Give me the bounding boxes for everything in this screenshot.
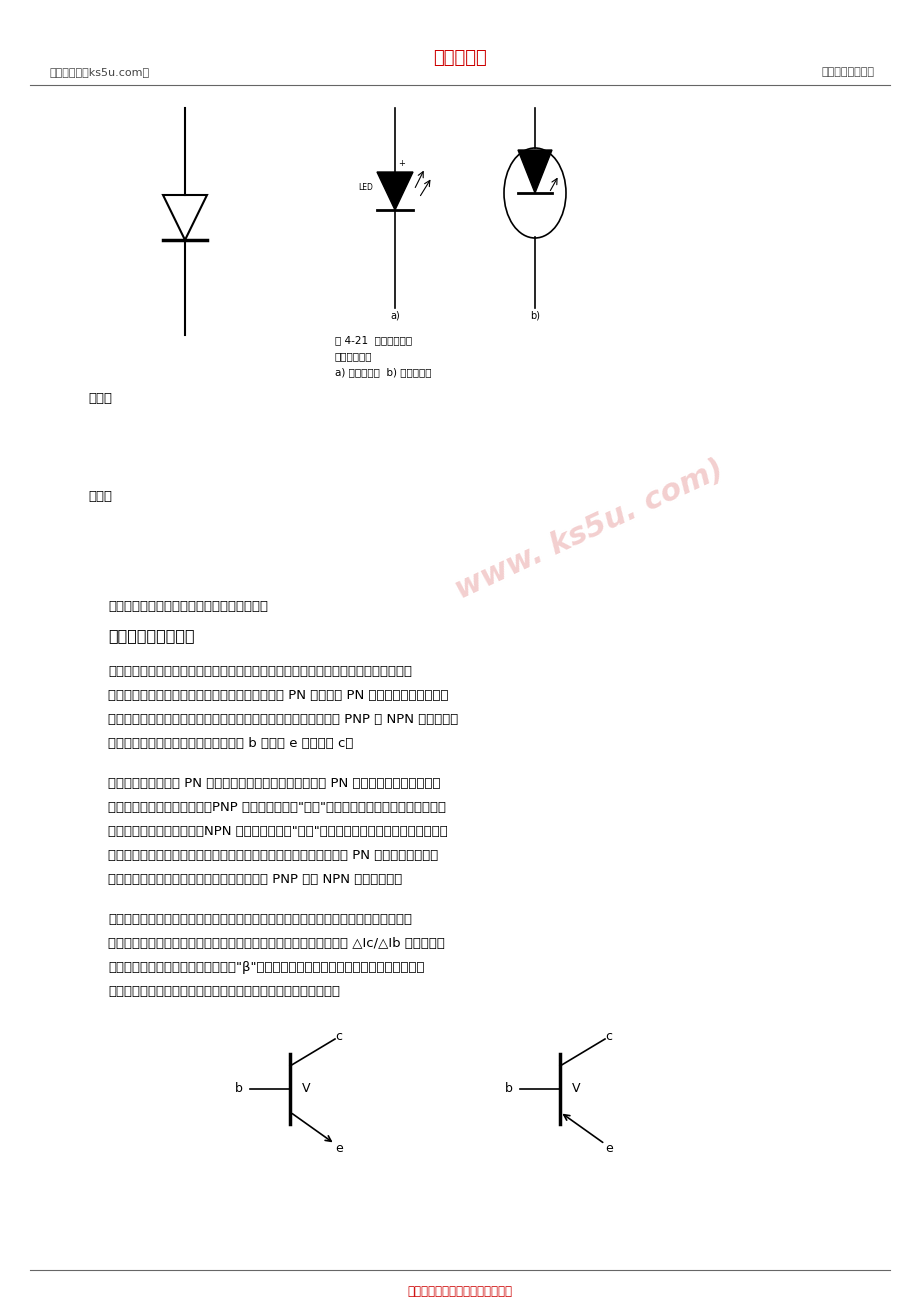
Text: 极电流较大的变化量。这是三极管最基本的和最重要的特性。我们将 △Ic/△Ib 的比值称为: 极电流较大的变化量。这是三极管最基本的和最重要的特性。我们将 △Ic/△Ib 的… [108, 937, 445, 950]
Text: V: V [301, 1082, 311, 1095]
Text: 电路图形符号: 电路图形符号 [335, 352, 372, 361]
Text: 个定值，但随着三极管工作时基极电流的变化也会有一定的改变。: 个定值，但随着三极管工作时基极电流的变化也会有一定的改变。 [108, 986, 340, 999]
Text: e: e [605, 1142, 612, 1155]
Text: 导通方向。硅晶体三极管和锗晶体三极管都有 PNP 型和 NPN 型两种类型。: 导通方向。硅晶体三极管和锗晶体三极管都有 PNP 型和 NPN 型两种类型。 [108, 874, 402, 885]
Text: 您身边的高考专家: 您身边的高考专家 [821, 66, 874, 77]
Text: 高考资源网: 高考资源网 [433, 49, 486, 66]
Text: 晶体三极管的电流放大倍数，用符号"β"表示。电流放大倍数对于某一只三极管来说是一: 晶体三极管的电流放大倍数，用符号"β"表示。电流放大倍数对于某一只三极管来说是一 [108, 961, 424, 974]
Text: a): a) [390, 310, 400, 320]
Text: 阅读下列学习资料总结三极管的特点和作用：: 阅读下列学习资料总结三极管的特点和作用： [108, 600, 267, 613]
Text: 发射区和基区之间的 PN 结叫发射结，集电区和基区之间的 PN 结叫集电极。基区很薄，: 发射区和基区之间的 PN 结叫发射结，集电区和基区之间的 PN 结叫集电极。基区… [108, 777, 440, 790]
Text: b: b [234, 1082, 243, 1095]
Text: 三极管是在一块半导体基片上制作两个相距很近的 PN 结，两个 PN 结把正块半导体分成三: 三极管是在一块半导体基片上制作两个相距很近的 PN 结，两个 PN 结把正块半导… [108, 689, 448, 702]
Polygon shape [377, 172, 413, 210]
Text: c: c [335, 1030, 342, 1043]
Text: b): b) [529, 310, 539, 320]
Text: c: c [605, 1030, 611, 1043]
Text: 高考资源网（ks5u.com）: 高考资源网（ks5u.com） [50, 66, 150, 77]
Polygon shape [517, 150, 551, 193]
Text: 晶体三极管具有电流放大作用，其实质是三极管能以基极电流微小的变化量来控制集电: 晶体三极管具有电流放大作用，其实质是三极管能以基极电流微小的变化量来控制集电 [108, 913, 412, 926]
Text: 图 4-21  发光二极管的: 图 4-21 发光二极管的 [335, 335, 412, 345]
Text: 一致，故发射极箭头向里；NPN 型三极管发射区"发射"的是自由电子，其移动方向与电流方: 一致，故发射极箭头向里；NPN 型三极管发射区"发射"的是自由电子，其移动方向与… [108, 825, 448, 838]
Text: 向相反，故发射极箭头向外。发射极箭头向外。发射极箭头指向也是 PN 结在正向电压下的: 向相反，故发射极箭头向外。发射极箭头向外。发射极箭头指向也是 PN 结在正向电压… [108, 849, 437, 862]
Text: 晶体三极管，是半导体基本元器件之一，具有电流放大作用，是电子电路的核心元件。: 晶体三极管，是半导体基本元器件之一，具有电流放大作用，是电子电路的核心元件。 [108, 665, 412, 678]
Text: b: b [505, 1082, 512, 1095]
Text: （二）、晶体三极管: （二）、晶体三极管 [108, 628, 195, 643]
Text: 高考资源网版权所有，侵权必究！: 高考资源网版权所有，侵权必究！ [407, 1285, 512, 1298]
Text: V: V [572, 1082, 580, 1095]
Text: 特点：: 特点： [88, 392, 112, 405]
Text: 而发射区较厚，杂质浓度大，PNP 型三极管发射区"发射"的是空穴，其移动方向与电流方向: 而发射区较厚，杂质浓度大，PNP 型三极管发射区"发射"的是空穴，其移动方向与电… [108, 801, 446, 814]
Text: www. ks5u. com): www. ks5u. com) [450, 454, 728, 605]
Polygon shape [163, 195, 207, 240]
Text: 从三个区引出相应的电极，分别为基极 b 发射极 e 和集电极 c。: 从三个区引出相应的电极，分别为基极 b 发射极 e 和集电极 c。 [108, 737, 353, 750]
Text: a) 新图形符号  b) 旧图形符号: a) 新图形符号 b) 旧图形符号 [335, 367, 431, 378]
Text: 部分，中间部分是基区，两侧部分是发射区和集电区，排列方式有 PNP 和 NPN 两种，如图: 部分，中间部分是基区，两侧部分是发射区和集电区，排列方式有 PNP 和 NPN … [108, 713, 458, 727]
Text: LED: LED [357, 184, 372, 193]
Text: 作用：: 作用： [88, 490, 112, 503]
Text: e: e [335, 1142, 343, 1155]
Text: +: + [398, 160, 404, 168]
